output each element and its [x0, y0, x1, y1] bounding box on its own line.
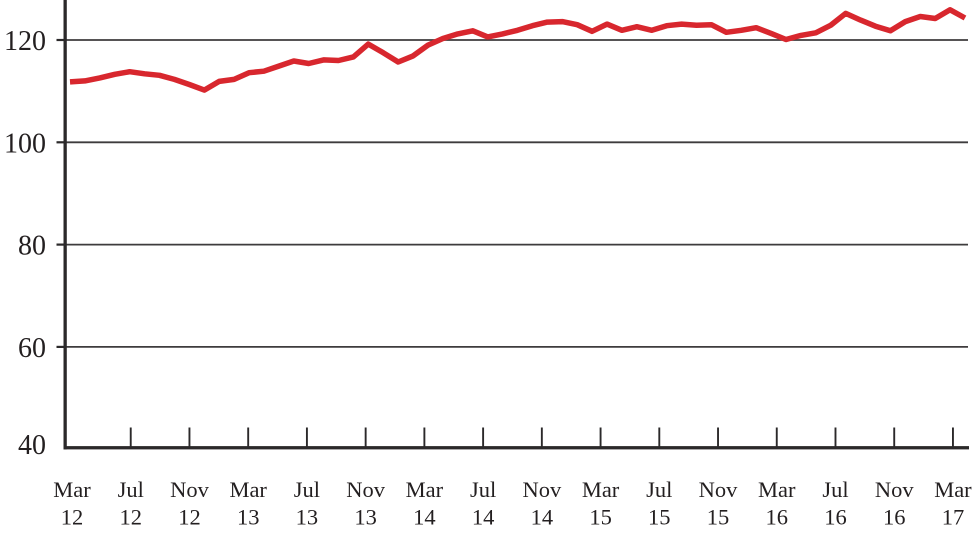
x-tick-label-year: 12: [119, 505, 142, 530]
x-tick-label-month: Jul: [646, 477, 672, 502]
x-tick-label-month: Mar: [934, 477, 972, 502]
axes: [56, 0, 969, 450]
x-tick-label-month: Mar: [758, 477, 796, 502]
y-tick-label: 100: [4, 128, 46, 159]
y-tick-label: 40: [18, 430, 46, 461]
x-tick-label-month: Nov: [522, 477, 561, 502]
y-tick-label: 120: [4, 26, 46, 57]
x-tick-label-month: Jul: [822, 477, 848, 502]
x-tick-label-year: 16: [824, 505, 847, 530]
x-tick-label-year: 12: [178, 505, 201, 530]
x-tick-label-month: Jul: [118, 477, 144, 502]
x-tick-label-year: 12: [61, 505, 84, 530]
x-axis-ticks: [129, 427, 954, 447]
x-tick-label-year: 14: [531, 505, 554, 530]
x-tick-label-year: 16: [766, 505, 789, 530]
x-tick-label-year: 15: [589, 505, 612, 530]
data-series-line: [69, 7, 967, 93]
x-tick-label-month: Mar: [53, 477, 91, 502]
x-tick-label-year: 15: [648, 505, 671, 530]
x-tick-label-year: 13: [354, 505, 377, 530]
x-tick-label-year: 13: [296, 505, 319, 530]
x-tick-label-year: 14: [472, 505, 495, 530]
x-tick-label-month: Nov: [699, 477, 738, 502]
x-tick-label-month: Nov: [875, 477, 914, 502]
x-tick-label-year: 14: [413, 505, 436, 530]
x-tick-label-month: Nov: [170, 477, 209, 502]
x-tick-label-year: 13: [237, 505, 260, 530]
y-axis-labels: 120 100 80 60 40: [4, 26, 46, 461]
y-tick-label: 80: [18, 231, 46, 262]
y-tick-label: 60: [18, 333, 46, 364]
y-axis-line: [63, 0, 67, 450]
x-tick-label-month: Mar: [582, 477, 620, 502]
x-tick-label-year: 15: [707, 505, 730, 530]
x-tick-label-month: Nov: [346, 477, 385, 502]
data-series: [69, 7, 967, 93]
gridlines: [65, 39, 968, 348]
x-tick-label-month: Mar: [229, 477, 267, 502]
x-tick-label-month: Mar: [406, 477, 444, 502]
x-tick-label-year: 16: [883, 505, 906, 530]
x-tick-label-month: Jul: [470, 477, 496, 502]
x-tick-label-month: Jul: [294, 477, 320, 502]
x-axis-labels: Mar 12 Jul 12 Nov 12 Mar 13 Jul 13 Nov 13 Mar 14 Jul 14…: [53, 477, 972, 530]
x-tick-label-year: 17: [942, 505, 965, 530]
x-axis-line: [63, 446, 969, 450]
